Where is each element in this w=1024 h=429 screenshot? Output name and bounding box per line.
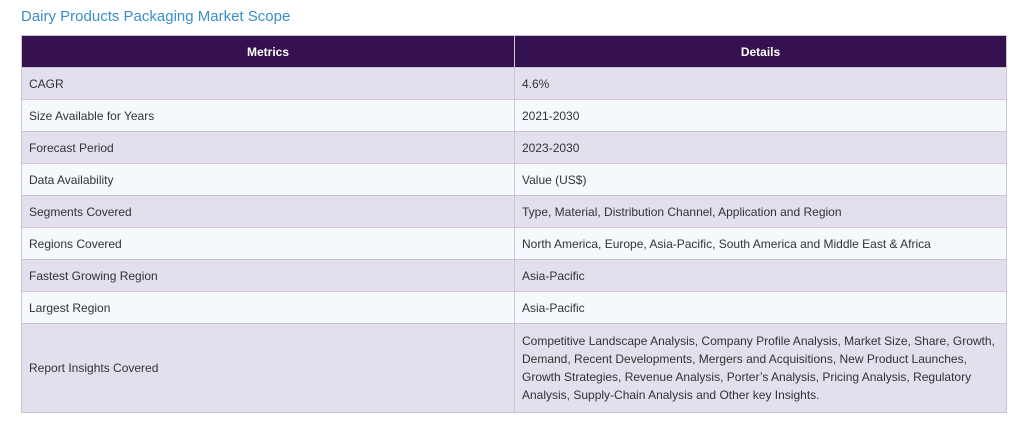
table-title: Dairy Products Packaging Market Scope: [21, 8, 291, 25]
details-cell: Competitive Landscape Analysis, Company …: [514, 323, 1007, 413]
metric-cell: Forecast Period: [21, 131, 515, 164]
table-row: Regions Covered North America, Europe, A…: [21, 227, 1007, 260]
table-header-row: Metrics Details: [21, 35, 1007, 68]
metric-cell: Report Insights Covered: [21, 323, 515, 413]
header-metrics: Metrics: [21, 35, 515, 68]
table-row: CAGR 4.6%: [21, 67, 1007, 100]
details-cell: 4.6%: [514, 67, 1007, 100]
details-cell: 2023-2030: [514, 131, 1007, 164]
table-row: Report Insights Covered Competitive Land…: [21, 323, 1007, 413]
details-cell: 2021-2030: [514, 99, 1007, 132]
header-details: Details: [514, 35, 1007, 68]
details-cell: Type, Material, Distribution Channel, Ap…: [514, 195, 1007, 228]
details-cell: Value (US$): [514, 163, 1007, 196]
table-row: Fastest Growing Region Asia-Pacific: [21, 259, 1007, 292]
table-row: Forecast Period 2023-2030: [21, 131, 1007, 164]
table-row: Largest Region Asia-Pacific: [21, 291, 1007, 324]
metric-cell: CAGR: [21, 67, 515, 100]
details-cell: Asia-Pacific: [514, 259, 1007, 292]
table-row: Segments Covered Type, Material, Distrib…: [21, 195, 1007, 228]
table-row: Size Available for Years 2021-2030: [21, 99, 1007, 132]
metric-cell: Fastest Growing Region: [21, 259, 515, 292]
metric-cell: Size Available for Years: [21, 99, 515, 132]
metric-cell: Data Availability: [21, 163, 515, 196]
metric-cell: Regions Covered: [21, 227, 515, 260]
metric-cell: Largest Region: [21, 291, 515, 324]
market-scope-table: Metrics Details CAGR 4.6% Size Available…: [21, 35, 1007, 413]
table-row: Data Availability Value (US$): [21, 163, 1007, 196]
details-cell: Asia-Pacific: [514, 291, 1007, 324]
metric-cell: Segments Covered: [21, 195, 515, 228]
details-cell: North America, Europe, Asia-Pacific, Sou…: [514, 227, 1007, 260]
